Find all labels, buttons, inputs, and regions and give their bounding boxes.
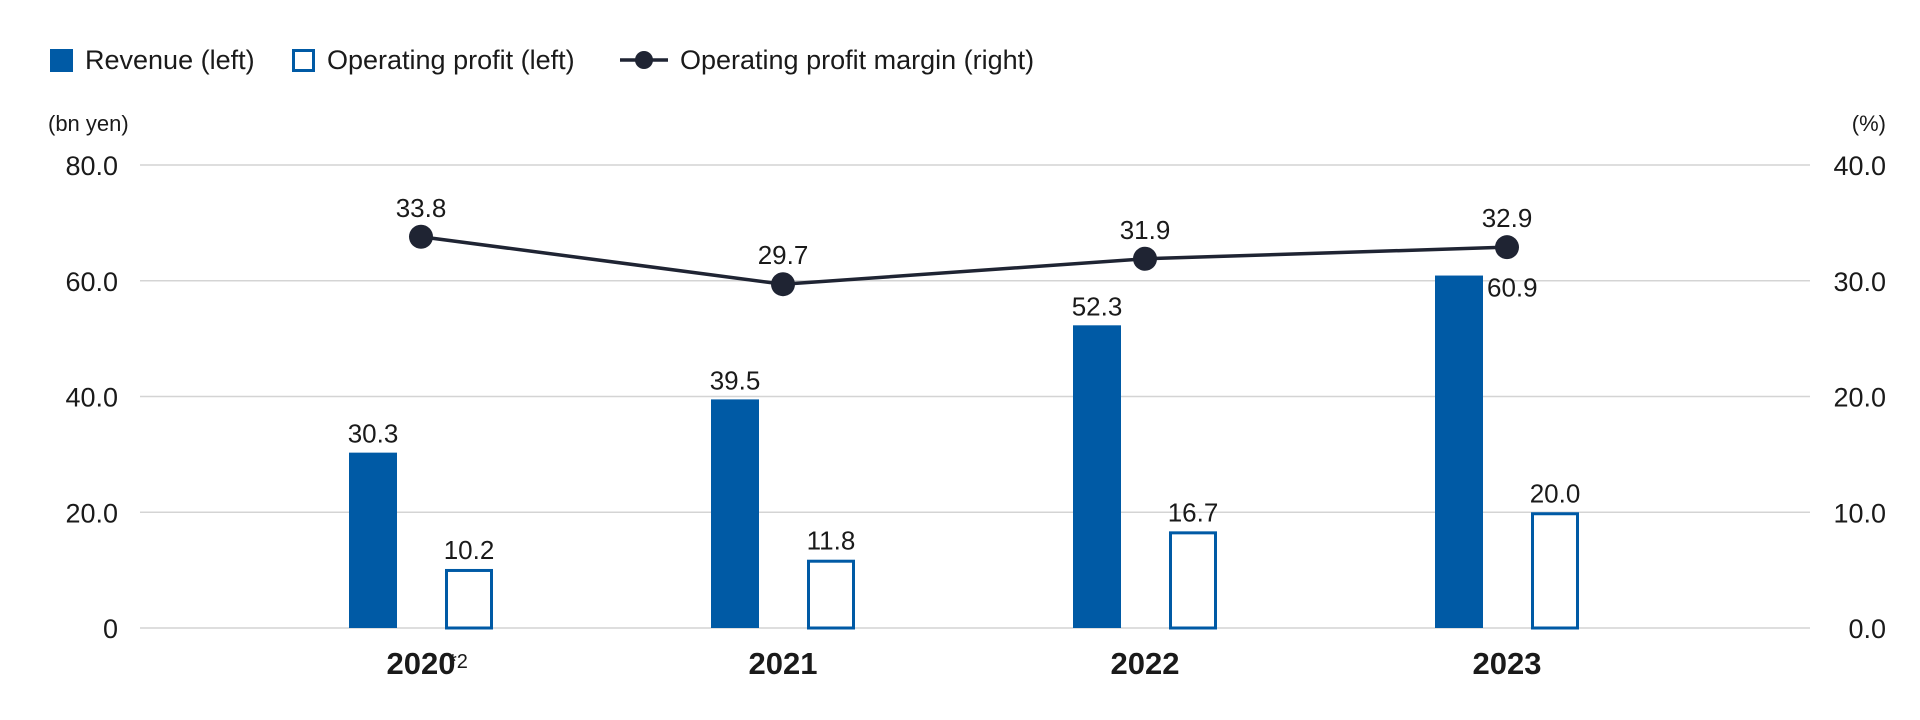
bar-series	[349, 275, 1579, 630]
category-label: 2021	[749, 646, 818, 681]
revenue-value-label: 30.3	[348, 419, 399, 449]
margin-point	[771, 272, 795, 297]
left-tick-label: 80.0	[65, 151, 118, 181]
margin-value-label: 33.8	[396, 193, 447, 223]
right-tick-label: 20.0	[1833, 383, 1886, 413]
revenue-bar	[1073, 325, 1121, 628]
data-labels: 30.3 10.2 39.5 11.8 52.3 16.7 60.9 20.0 33.8 29.7…	[348, 193, 1581, 565]
category-footnote: *2	[449, 651, 468, 673]
left-tick-label: 60.0	[65, 267, 118, 297]
line-series	[409, 224, 1519, 297]
right-tick-label: 30.0	[1833, 267, 1886, 297]
revenue-value-label: 52.3	[1072, 291, 1123, 321]
revenue-value-label: 60.9	[1487, 273, 1538, 303]
margin-value-label: 32.9	[1482, 203, 1533, 233]
left-tick-label: 20.0	[65, 498, 118, 528]
right-axis-unit-label: (%)	[1852, 111, 1886, 136]
operating-profit-value-label: 16.7	[1168, 497, 1219, 527]
operating-profit-value-label: 20.0	[1530, 478, 1581, 508]
category-labels: 2020*2 2021 2022 2023	[387, 646, 1542, 681]
left-axis-unit-label: (bn yen)	[48, 111, 129, 136]
category-label: 2020	[387, 646, 456, 681]
revenue-bar	[349, 452, 397, 628]
margin-line	[420, 235, 1508, 286]
legend-margin-label: Operating profit margin (right)	[680, 45, 1034, 75]
right-axis-ticks: 0.0 10.0 20.0 30.0 40.0	[1833, 151, 1886, 644]
right-tick-label: 0.0	[1848, 614, 1886, 644]
category-label: 2023	[1473, 646, 1542, 681]
legend-operating-profit-label: Operating profit (left)	[327, 45, 575, 75]
revenue-value-label: 39.5	[710, 365, 761, 395]
operating-profit-value-label: 11.8	[807, 526, 856, 556]
left-tick-label: 0	[103, 614, 118, 644]
margin-value-label: 29.7	[758, 240, 809, 270]
operating-profit-bar	[1169, 531, 1217, 630]
margin-point	[409, 224, 433, 249]
left-axis-ticks: 0 20.0 40.0 60.0 80.0	[65, 151, 118, 644]
left-tick-label: 40.0	[65, 383, 118, 413]
legend-revenue-swatch	[50, 49, 73, 72]
revenue-bar	[711, 399, 759, 628]
legend: Revenue (left) Operating profit (left) Ope…	[50, 45, 1034, 75]
margin-value-label: 31.9	[1120, 215, 1171, 245]
operating-profit-value-label: 10.2	[444, 535, 495, 565]
legend-revenue-label: Revenue (left)	[85, 45, 255, 75]
operating-profit-bar	[445, 568, 493, 630]
operating-profit-bar	[807, 559, 855, 630]
right-tick-label: 10.0	[1833, 498, 1886, 528]
legend-margin-marker	[635, 51, 653, 69]
legend-operating-profit-swatch	[292, 49, 315, 72]
category-label: 2022	[1111, 646, 1180, 681]
right-tick-label: 40.0	[1833, 151, 1886, 181]
margin-point	[1495, 235, 1519, 260]
gridlines	[140, 164, 1810, 629]
margin-point	[1133, 246, 1157, 271]
revenue-bar	[1435, 275, 1483, 628]
operating-profit-bar	[1531, 512, 1579, 630]
